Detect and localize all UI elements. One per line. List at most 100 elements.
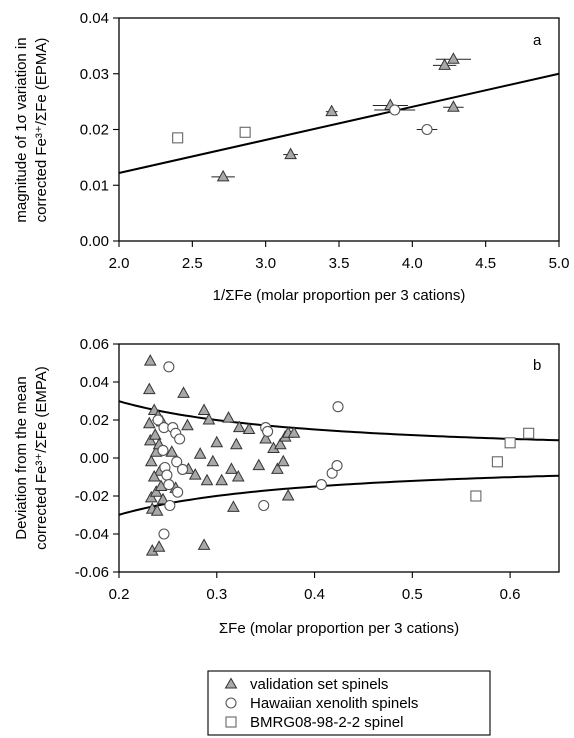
panel-b-triangle-point (202, 412, 216, 425)
panel-b-ylabel-line2: corrected Fe³⁺/ΣFe (EMPA) (33, 366, 50, 550)
panel-a-triangle-point (325, 104, 339, 117)
panel-b-triangle-point (143, 354, 157, 366)
panel-b-triangle-point (144, 454, 158, 467)
panel-a-letter: a (533, 32, 542, 49)
panel-b-circle-point (174, 433, 186, 445)
panel-b-triangle-point (252, 458, 266, 471)
panel-a-ytick-label: 0.04 (80, 10, 109, 27)
panel-b-triangle-point (227, 500, 240, 512)
panel-a-xtick-label: 4.0 (402, 255, 423, 272)
panel-b-circle-point (157, 444, 169, 456)
panel-a-xtick-label: 2.5 (182, 255, 203, 272)
legend-box (207, 670, 491, 736)
panel-a-triangle-point (447, 52, 460, 64)
panel-b-square-point (470, 490, 482, 502)
panel-b-circle-point (171, 456, 183, 468)
panel-b-circle-point (332, 401, 344, 413)
panel-b-triangle-point (231, 469, 245, 482)
panel-a-xtick-label: 3.5 (329, 255, 350, 272)
panel-b-ytick-label: 0.00 (80, 450, 109, 467)
panel-a: 2.0 2.5 3.0 3.5 4.0 4.5 5.0 0.00 0.01 0.02 0.03 0.0… (13, 10, 569, 304)
panel-a-points (172, 52, 471, 182)
panel-b-triangle-point (149, 485, 163, 497)
panel-b-triangle-point (147, 469, 161, 482)
panel-a-ylabel-line2: corrected Fe³⁺/ΣFe (EPMA) (33, 38, 50, 223)
panel-b-circle-point (172, 486, 184, 498)
panel-b-letter: b (533, 357, 541, 374)
panel-b-circle-point (152, 414, 164, 426)
panel-b-triangle-point (225, 462, 238, 474)
panel-b-square-point (504, 437, 516, 449)
panel-a-square-point (239, 126, 251, 138)
panel-b-triangle-point (193, 447, 207, 459)
panel-b-ytick-label: -0.02 (75, 488, 109, 505)
panel-b-triangle-point (150, 504, 164, 516)
panel-b-triangle-point (242, 422, 256, 434)
panel-a-triangle-point (447, 100, 460, 112)
panel-a-circle-point (421, 123, 433, 136)
panel-a-ytick-label: 0.02 (80, 122, 109, 139)
panel-b-ylabel-line1: Deviation from the mean (13, 376, 30, 539)
panel-b-lower-envelope (118, 474, 560, 516)
panel-a-ytick-label: 0.01 (80, 177, 109, 194)
panel-b-triangle-point (177, 386, 190, 398)
panel-b-triangle-point (200, 473, 214, 486)
panel-b-triangle-point (215, 473, 229, 486)
panel-a-xlabel: 1/ΣFe (molar proportion per 3 cations) (213, 287, 466, 304)
panel-b-circle-point (164, 499, 176, 512)
panel-b-triangle-point (287, 426, 301, 438)
panel-b-ytick-label: -0.04 (75, 526, 109, 543)
panel-b-triangle-point (229, 437, 243, 450)
panel-b-triangle-point (181, 418, 194, 431)
legend-square-marker (225, 716, 237, 728)
panel-b-triangle-point (271, 462, 284, 474)
panel-b-triangle-point (281, 488, 295, 501)
panel-b-xtick-label: 0.3 (206, 586, 227, 603)
panel-b-xtick-label: 0.4 (304, 586, 325, 603)
panel-b-triangle-point (197, 403, 211, 415)
panel-a-frame (118, 17, 560, 242)
panel-b-triangle-point (144, 490, 158, 503)
panel-a-xtick-label: 5.0 (549, 255, 570, 272)
panel-b-triangle-point (152, 540, 166, 552)
legend-circle-marker (225, 697, 237, 709)
panel-b-triangle-point (276, 454, 290, 467)
legend-triangle-marker (224, 677, 238, 689)
panel-a-xtick-label: 3.0 (255, 255, 276, 272)
panel-a-triangle-point (438, 58, 451, 70)
panel-b-xtick-label: 0.2 (109, 586, 130, 603)
panel-a-triangle-point (284, 147, 297, 160)
panel-b-ytick-label: -0.06 (75, 564, 109, 581)
panel-b-triangle-point (142, 416, 156, 429)
panel-b-ytick-label: 0.04 (80, 374, 109, 391)
panel-b-xlabel: ΣFe (molar proportion per 3 cations) (219, 620, 459, 637)
panel-b-circle-point (161, 469, 173, 481)
panel-a-square-point (172, 132, 184, 144)
panel-b-circle-point (331, 460, 343, 472)
panel-b-triangle-point (188, 468, 202, 480)
panel-b-points (142, 354, 535, 556)
panel-b-circle-point (163, 361, 175, 373)
panel-b-xtick-label: 0.6 (500, 586, 521, 603)
panel-b-square-point (491, 456, 503, 468)
panel-a-fit-line (118, 72, 560, 174)
panel-b-triangle-point (142, 382, 156, 395)
panel-b-upper-envelope (118, 400, 560, 442)
panel-a-ytick-label: 0.00 (80, 233, 109, 250)
panel-b-triangle-point (232, 420, 246, 433)
legend-label-hawaiian: Hawaiian xenolith spinels (250, 695, 418, 712)
panel-b-triangle-point (259, 431, 273, 444)
panel-b-circle-point (262, 425, 274, 437)
panel-b-triangle-point (222, 411, 235, 423)
panel-b-triangle-point (143, 433, 157, 446)
panel-a-xtick-label: 4.5 (475, 255, 496, 272)
panel-b-xtick-label: 0.5 (402, 586, 423, 603)
panel-b-circle-point (177, 463, 189, 475)
panel-b-ytick-label: 0.06 (80, 336, 109, 353)
panel-b-circle-point (163, 479, 175, 491)
panel-b-triangle-point (273, 437, 287, 450)
panel-b-square-point (523, 427, 535, 439)
panel-b-envelope (118, 400, 560, 516)
legend-label-bmrg: BMRG08-98-2-2 spinel (250, 714, 403, 731)
panel-a-xtick-label: 2.0 (109, 255, 130, 272)
